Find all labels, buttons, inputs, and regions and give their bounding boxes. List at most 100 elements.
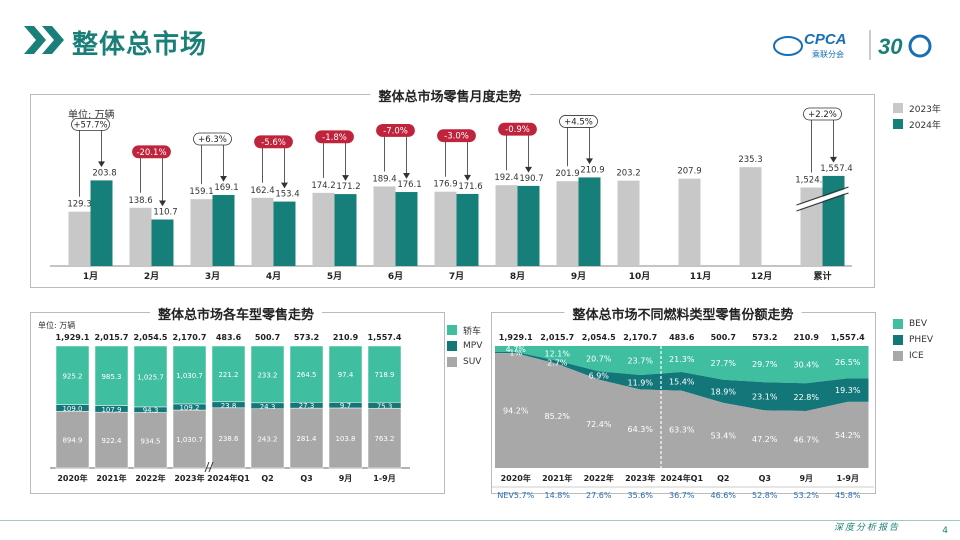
tick-label: 10月 bbox=[629, 271, 651, 282]
ice-share-label: 85.2% bbox=[545, 412, 571, 421]
segment-label: 985.3 bbox=[101, 373, 121, 381]
ice-share-label: 46.7% bbox=[794, 436, 820, 445]
growth-label: +57.7% bbox=[73, 120, 107, 130]
growth-connector bbox=[445, 135, 468, 179]
legend-item-2024: 2024年 bbox=[893, 116, 941, 132]
growth-connector bbox=[567, 121, 590, 167]
value-label-2023: 203.2 bbox=[616, 169, 640, 179]
tick-label: Q3 bbox=[759, 474, 771, 483]
legend-label: SUV bbox=[463, 357, 482, 367]
total-label: 2,015.7 bbox=[95, 333, 129, 342]
total-label: 1,557.4 bbox=[368, 333, 402, 342]
nev-share-label: 27.6% bbox=[586, 491, 612, 500]
phev-share-label: 18.9% bbox=[711, 387, 737, 396]
total-label: 1,929.1 bbox=[56, 333, 90, 342]
segment-label: 233.2 bbox=[257, 371, 277, 379]
total-label: 210.9 bbox=[333, 333, 359, 342]
value-label-2023: 235.3 bbox=[738, 155, 762, 165]
nev-share-label: 35.6% bbox=[628, 491, 654, 500]
vehicle-type-stacked-chart: 单位: 万辆 894.9 109.0 925.2 1,929.1 2020年 922.4 10… bbox=[38, 320, 410, 483]
growth-arrow bbox=[830, 156, 837, 163]
segment-label: 1,030.7 bbox=[176, 436, 203, 444]
legend-label: ICE bbox=[909, 351, 924, 361]
legend-item-sedan: 轿车 bbox=[447, 322, 482, 338]
bar-2024 bbox=[212, 194, 235, 266]
bar-2023 bbox=[129, 207, 152, 266]
nev-share-label: NEV5.7% bbox=[497, 491, 534, 500]
ice-share-label: 64.3% bbox=[628, 425, 654, 434]
tick-label: 2020年 bbox=[501, 473, 531, 483]
bev-share-label: 30.4% bbox=[794, 361, 820, 370]
value-label-2023: 207.9 bbox=[677, 167, 701, 177]
total-label: 2,170.7 bbox=[623, 333, 657, 342]
tick-label: 9月 bbox=[571, 271, 586, 282]
unit-label: 单位: 万辆 bbox=[68, 108, 115, 121]
tick-label: 9月 bbox=[799, 474, 813, 483]
tick-label: 11月 bbox=[690, 271, 712, 282]
stacked-segment bbox=[55, 345, 90, 405]
growth-label: -5.6% bbox=[261, 138, 286, 148]
stacked-segment bbox=[289, 345, 324, 403]
growth-connector bbox=[201, 138, 224, 185]
value-label-2023: 176.9 bbox=[433, 180, 457, 190]
axis-break-line bbox=[796, 186, 849, 206]
ice-share-label: 54.2% bbox=[835, 431, 861, 440]
tick-label: Q2 bbox=[261, 474, 273, 483]
growth-badge bbox=[193, 132, 232, 146]
growth-arrow bbox=[281, 182, 288, 189]
growth-arrow bbox=[342, 174, 349, 181]
value-label-2024: 169.1 bbox=[214, 183, 238, 193]
legend-label: PHEV bbox=[909, 335, 934, 345]
total-label: 1,929.1 bbox=[499, 333, 533, 342]
value-label-2024: 110.7 bbox=[153, 208, 177, 218]
segment-label: 763.2 bbox=[374, 435, 394, 443]
ice-share-label: 63.3% bbox=[669, 425, 695, 434]
value-label-2024: 190.7 bbox=[519, 174, 543, 184]
total-label: 573.2 bbox=[294, 333, 319, 342]
segment-label: 27.3 bbox=[299, 402, 315, 410]
growth-badge bbox=[315, 130, 354, 144]
stacked-segment bbox=[172, 409, 207, 469]
segment-label: 922.4 bbox=[101, 437, 122, 445]
tick-label: 12月 bbox=[751, 271, 773, 282]
vehicle-type-chart-title: 整体总市场各车型零售走势 bbox=[149, 304, 323, 323]
segment-label: 94.3 bbox=[143, 407, 159, 415]
tick-label: 9月 bbox=[339, 474, 353, 483]
growth-arrow bbox=[220, 175, 227, 182]
legend-item-mpv: MPV bbox=[447, 338, 482, 354]
tick-label: 2月 bbox=[144, 271, 159, 282]
tick-label: 7月 bbox=[449, 271, 464, 282]
tick-label: 2020年 bbox=[57, 473, 87, 483]
ice-area bbox=[495, 353, 869, 468]
legend-label: 轿车 bbox=[463, 326, 482, 337]
stacked-segment bbox=[172, 345, 207, 405]
tick-label: 2021年 bbox=[542, 473, 572, 483]
growth-badge bbox=[254, 135, 293, 149]
growth-connector bbox=[262, 141, 285, 187]
segment-label: 107.9 bbox=[101, 406, 121, 414]
chevron-icon bbox=[24, 26, 64, 54]
segment-label: 243.2 bbox=[257, 435, 277, 443]
tick-label: 4月 bbox=[266, 271, 281, 282]
phev-share-label: 6.9% bbox=[589, 371, 610, 380]
total-label: 500.7 bbox=[711, 333, 736, 342]
growth-badge bbox=[132, 145, 171, 159]
fuel-type-area-chart: 1,929.1 4.7%1% 94.2% 2020年 NEV5.7% 2,015.7 12.… bbox=[491, 333, 874, 500]
tick-label: 2022年 bbox=[584, 473, 614, 483]
bar-2023 bbox=[373, 186, 396, 266]
axis-break-line bbox=[796, 192, 849, 212]
value-label-2024: 176.1 bbox=[397, 180, 421, 190]
bev-share-label: 20.7% bbox=[586, 355, 612, 364]
bev-share-label: 12.1% bbox=[545, 349, 571, 358]
stacked-segment bbox=[328, 345, 363, 403]
value-label-2023: 174.2 bbox=[311, 181, 335, 191]
value-label-2023: 192.4 bbox=[494, 173, 518, 183]
tick-label: 2021年 bbox=[96, 473, 126, 483]
tick-label: 1-9月 bbox=[373, 474, 395, 483]
phev-share-label: 1% bbox=[509, 348, 522, 357]
bar-2024 bbox=[273, 201, 296, 266]
bar-2023 bbox=[312, 192, 335, 266]
growth-label: -20.1% bbox=[136, 148, 166, 158]
legend-label: BEV bbox=[909, 319, 928, 329]
tick-label: Q3 bbox=[300, 474, 312, 483]
